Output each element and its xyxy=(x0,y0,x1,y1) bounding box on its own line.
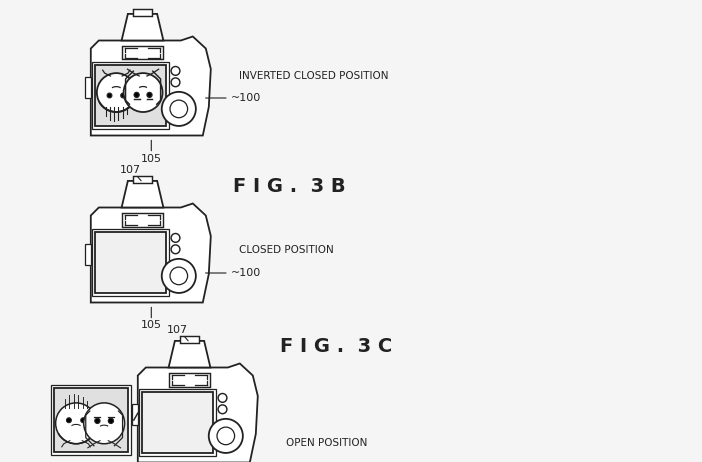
Polygon shape xyxy=(91,203,211,303)
Circle shape xyxy=(170,100,187,118)
Bar xyxy=(85,77,91,97)
Bar xyxy=(121,46,164,60)
Circle shape xyxy=(134,92,139,97)
Circle shape xyxy=(124,73,163,112)
Bar xyxy=(143,392,213,453)
Polygon shape xyxy=(91,36,211,135)
Text: INVERTED CLOSED POSITION: INVERTED CLOSED POSITION xyxy=(239,71,388,81)
Text: 105: 105 xyxy=(141,153,161,164)
Bar xyxy=(133,9,152,16)
Bar xyxy=(139,389,216,456)
Circle shape xyxy=(147,92,152,97)
Bar xyxy=(95,232,166,293)
Polygon shape xyxy=(168,341,211,367)
Text: F I G .  3 C: F I G . 3 C xyxy=(280,338,392,357)
Circle shape xyxy=(161,92,196,126)
Circle shape xyxy=(171,67,180,75)
Text: ~100: ~100 xyxy=(231,268,261,278)
Circle shape xyxy=(208,419,243,453)
Circle shape xyxy=(171,245,180,254)
Text: 105: 105 xyxy=(141,321,161,330)
Bar xyxy=(95,65,166,126)
Bar xyxy=(133,176,152,183)
Circle shape xyxy=(67,418,72,423)
Circle shape xyxy=(218,405,227,413)
Circle shape xyxy=(171,78,180,87)
Circle shape xyxy=(217,427,234,445)
Bar xyxy=(132,404,138,425)
Polygon shape xyxy=(121,14,164,41)
Text: ~100: ~100 xyxy=(231,93,261,103)
Bar xyxy=(54,388,128,452)
Bar xyxy=(51,385,131,455)
Text: OPEN POSITION: OPEN POSITION xyxy=(286,438,367,448)
Circle shape xyxy=(171,233,180,242)
Text: 107: 107 xyxy=(119,165,140,175)
Bar xyxy=(168,373,211,387)
Polygon shape xyxy=(138,364,258,462)
Circle shape xyxy=(84,403,124,444)
Circle shape xyxy=(218,394,227,402)
Text: F I G .  3 B: F I G . 3 B xyxy=(233,177,345,196)
Polygon shape xyxy=(121,181,164,207)
Bar xyxy=(92,229,168,296)
Circle shape xyxy=(107,93,112,98)
Circle shape xyxy=(81,418,86,423)
Bar xyxy=(121,213,164,226)
Circle shape xyxy=(121,93,126,98)
Text: CLOSED POSITION: CLOSED POSITION xyxy=(239,245,333,255)
Circle shape xyxy=(97,73,135,112)
Text: 107: 107 xyxy=(166,325,187,335)
Bar xyxy=(180,336,199,343)
Circle shape xyxy=(170,267,187,285)
Circle shape xyxy=(55,403,96,444)
Circle shape xyxy=(95,418,100,424)
Bar xyxy=(85,243,91,265)
Bar xyxy=(92,62,168,129)
Circle shape xyxy=(108,418,114,424)
Circle shape xyxy=(161,259,196,293)
